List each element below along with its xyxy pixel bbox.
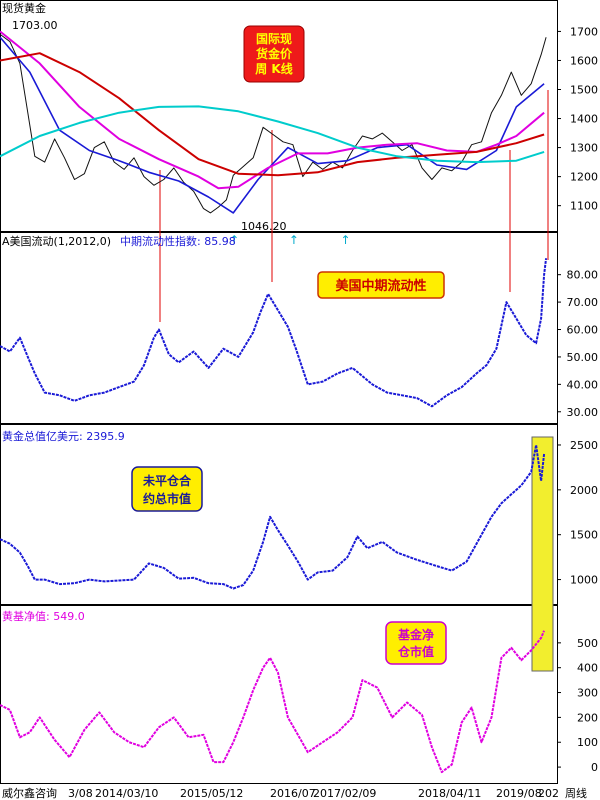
fund-net-panel-frame	[0, 605, 558, 784]
gold-value-panel-series	[0, 444, 546, 590]
price-panel-title: 现货黄金	[2, 1, 46, 15]
x-axis-right-label: 周线	[565, 786, 587, 800]
price-markers: ↑ ↑ ↑	[229, 233, 350, 247]
y-axis-ticks: 1100 1200 1300 1400 1500 1600 1700 30.00 40.00 50…	[557, 25, 598, 774]
gold-value-y-tick-label-1: 1500	[570, 529, 598, 542]
price-panel-series	[0, 30, 547, 214]
price-annotation-line-2: 货金价	[256, 46, 293, 61]
up-marker-2: ↑	[340, 233, 350, 247]
x-axis: 威尔鑫咨询 3/08 2014/03/10 2015/05/12 2016/07…	[2, 786, 587, 800]
x-date-label-6: 2018/04/11	[418, 787, 481, 800]
gold-value-annotation-line-1: 未平仓合	[142, 473, 192, 488]
price-annotation-line-3: 周 K线	[255, 61, 292, 76]
liquidity-panel-title: A美国流动(1,2012,0)	[2, 234, 111, 248]
liquidity-y-tick-label-4: 70.00	[567, 296, 599, 309]
gold-value-annotation-line-2: 约总市值	[143, 491, 191, 506]
fund-net-y-tick-label-4: 400	[577, 662, 598, 675]
liquidity-y-tick-label-2: 50.00	[567, 351, 599, 364]
x-axis-left-label: 威尔鑫咨询	[2, 786, 57, 800]
price-series-ma-long-3	[0, 52, 545, 177]
fund-net-y-tick-label-1: 100	[577, 736, 598, 749]
fund-net-y-tick-label-3: 300	[577, 687, 598, 700]
price-y-tick-label-6: 1700	[570, 25, 598, 38]
liquidity-panel-series	[0, 258, 548, 408]
price-series-ma-longest-4	[0, 105, 545, 164]
price-annotation-line-1: 国际现	[256, 32, 292, 46]
price-y-tick-label-4: 1500	[570, 84, 598, 97]
panel-frames	[0, 0, 558, 784]
price-panel-subtitle: 1703.00	[12, 19, 58, 32]
fund-net-annotation: 基金净 仓市值	[385, 621, 447, 665]
price-y-tick-label-5: 1600	[570, 54, 598, 67]
price-y-tick-label-0: 1100	[570, 200, 598, 213]
x-date-label-2: 2014/03/10	[95, 787, 158, 800]
liquidity-series-line-0	[0, 258, 548, 408]
price-series-ma-short-1	[0, 36, 545, 214]
fund-net-series-line-0	[0, 630, 546, 774]
price-annotation: 国际现 货金价 周 K线	[243, 25, 305, 83]
gold-value-y-tick-label-2: 2000	[570, 484, 598, 497]
fund-net-y-tick-label-0: 0	[591, 761, 598, 774]
peak-connectors	[159, 90, 549, 322]
liquidity-y-tick-label-5: 80.00	[567, 269, 599, 282]
fund-net-annotation-line-2: 仓市值	[397, 644, 434, 659]
x-date-label-4: 2016/07	[270, 787, 316, 800]
x-date-label-3: 2015/05/12	[180, 787, 243, 800]
fund-net-y-tick-label-5: 500	[577, 637, 598, 650]
price-y-tick-label-2: 1300	[570, 142, 598, 155]
price-low-label: 1046.20	[241, 220, 287, 233]
x-date-label-8: 202	[538, 787, 559, 800]
fund-net-y-tick-label-2: 200	[577, 711, 598, 724]
up-marker-0: ↑	[229, 233, 239, 247]
liquidity-annotation-text: 美国中期流动性	[335, 278, 426, 294]
price-panel-frame	[0, 0, 558, 232]
recent-surge-highlight	[531, 436, 554, 672]
x-date-label-1: 3/08	[68, 787, 93, 800]
fund-net-panel-series	[0, 630, 546, 774]
gold-value-series-line-0	[0, 444, 546, 590]
gold-value-panel-title: 黄金总值亿美元: 2395.9	[2, 429, 125, 443]
up-marker-1: ↑	[289, 233, 299, 247]
x-date-label-5: 2017/02/09	[313, 787, 376, 800]
liquidity-y-tick-label-3: 60.00	[567, 324, 599, 337]
gold-value-panel-frame	[0, 424, 558, 605]
liquidity-panel-subtitle: 中期流动性指数: 85.98	[120, 234, 236, 248]
gold-value-annotation: 未平仓合 约总市值	[131, 466, 203, 512]
fund-net-panel-title: 黄基净值: 549.0	[2, 609, 85, 623]
gold-value-y-tick-label-3: 2500	[570, 439, 598, 452]
liquidity-y-tick-label-1: 40.00	[567, 378, 599, 391]
price-y-tick-label-1: 1200	[570, 171, 598, 184]
fund-net-annotation-line-1: 基金净	[397, 627, 434, 642]
liquidity-panel-frame	[0, 232, 558, 424]
liquidity-annotation: 美国中期流动性	[317, 271, 445, 299]
x-date-label-7: 2019/08	[496, 787, 542, 800]
gold-value-y-tick-label-0: 1000	[570, 574, 598, 587]
liquidity-y-tick-label-0: 30.00	[567, 406, 599, 419]
price-y-tick-label-3: 1400	[570, 113, 598, 126]
